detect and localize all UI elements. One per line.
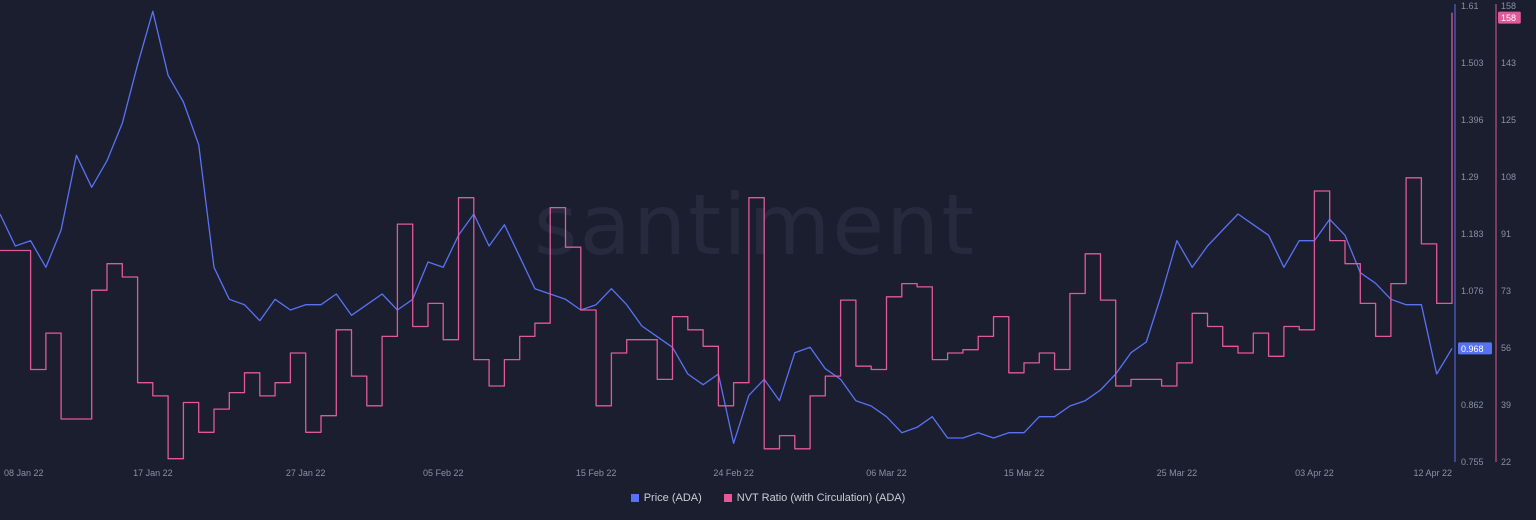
x-axis-tick-label: 05 Feb 22 [423, 468, 464, 478]
price-current-label: 0.968 [1461, 344, 1484, 354]
price-axis-tick-label: 1.29 [1461, 172, 1479, 182]
x-axis-tick-label: 15 Mar 22 [1004, 468, 1045, 478]
price-axis-tick-label: 1.503 [1461, 58, 1484, 68]
price-axis-tick-label: 1.396 [1461, 115, 1484, 125]
nvt-current-badge: 158 [1498, 11, 1521, 24]
x-axis-tick-label: 15 Feb 22 [576, 468, 617, 478]
x-axis-tick-label: 08 Jan 22 [4, 468, 44, 478]
nvt-axis-tick-label: 125 [1501, 115, 1516, 125]
watermark: santiment [534, 176, 976, 274]
nvt-series-line [0, 12, 1453, 460]
legend-label-nvt: NVT Ratio (with Circulation) (ADA) [736, 492, 906, 504]
price-series-line [0, 10, 1453, 444]
x-axis-ticks: 08 Jan 22 17 Jan 22 27 Jan 22 05 Feb 22 15 F… [4, 468, 1452, 478]
nvt-axis-tick-label: 39 [1501, 400, 1511, 410]
nvt-axis-tick-label: 108 [1501, 172, 1516, 182]
series-group [0, 10, 1453, 460]
x-axis-tick-label: 24 Feb 22 [713, 468, 754, 478]
price-current-badge: 0.968 [1458, 342, 1492, 355]
nvt-axis-tick-label: 56 [1501, 343, 1511, 353]
price-swatch [630, 494, 639, 502]
nvt-current-label: 158 [1501, 13, 1516, 23]
legend-item-price[interactable]: Price (ADA) [630, 492, 702, 504]
nvt-axis-tick-label: 22 [1501, 457, 1511, 467]
price-axis-tick-label: 1.076 [1461, 286, 1484, 296]
price-axis-tick-label: 0.755 [1461, 457, 1484, 467]
x-axis-tick-label: 25 Mar 22 [1157, 468, 1198, 478]
x-axis-tick-label: 17 Jan 22 [133, 468, 173, 478]
price-axis-ticks: 1.61 1.503 1.396 1.29 1.183 1.076 0.968 0.862 0.… [1461, 1, 1484, 467]
x-axis-tick-label: 03 Apr 22 [1295, 468, 1334, 478]
nvt-axis-ticks: 158 143 125 108 91 73 56 39 22 [1501, 1, 1516, 467]
price-current-bg [1458, 342, 1492, 355]
nvt-axis-tick-label: 143 [1501, 58, 1516, 68]
nvt-axis-tick-label: 91 [1501, 229, 1511, 239]
x-axis-tick-label: 06 Mar 22 [866, 468, 907, 478]
legend-item-nvt[interactable]: NVT Ratio (with Circulation) (ADA) [723, 492, 906, 504]
nvt-axis-tick-label: 158 [1501, 1, 1516, 11]
nvt-swatch [723, 494, 732, 502]
nvt-axis-tick-label: 73 [1501, 286, 1511, 296]
nvt-current-bg [1498, 11, 1521, 24]
x-axis-tick-label: 27 Jan 22 [286, 468, 326, 478]
price-axis-tick-label: 1.61 [1461, 1, 1479, 11]
price-axis-tick-label: 1.183 [1461, 229, 1484, 239]
legend-label-price: Price (ADA) [643, 492, 702, 504]
price-axis-tick-label: 0.862 [1461, 400, 1484, 410]
x-axis-tick-label: 12 Apr 22 [1413, 468, 1452, 478]
legend: Price (ADA) NVT Ratio (with Circulation)… [0, 492, 1536, 504]
